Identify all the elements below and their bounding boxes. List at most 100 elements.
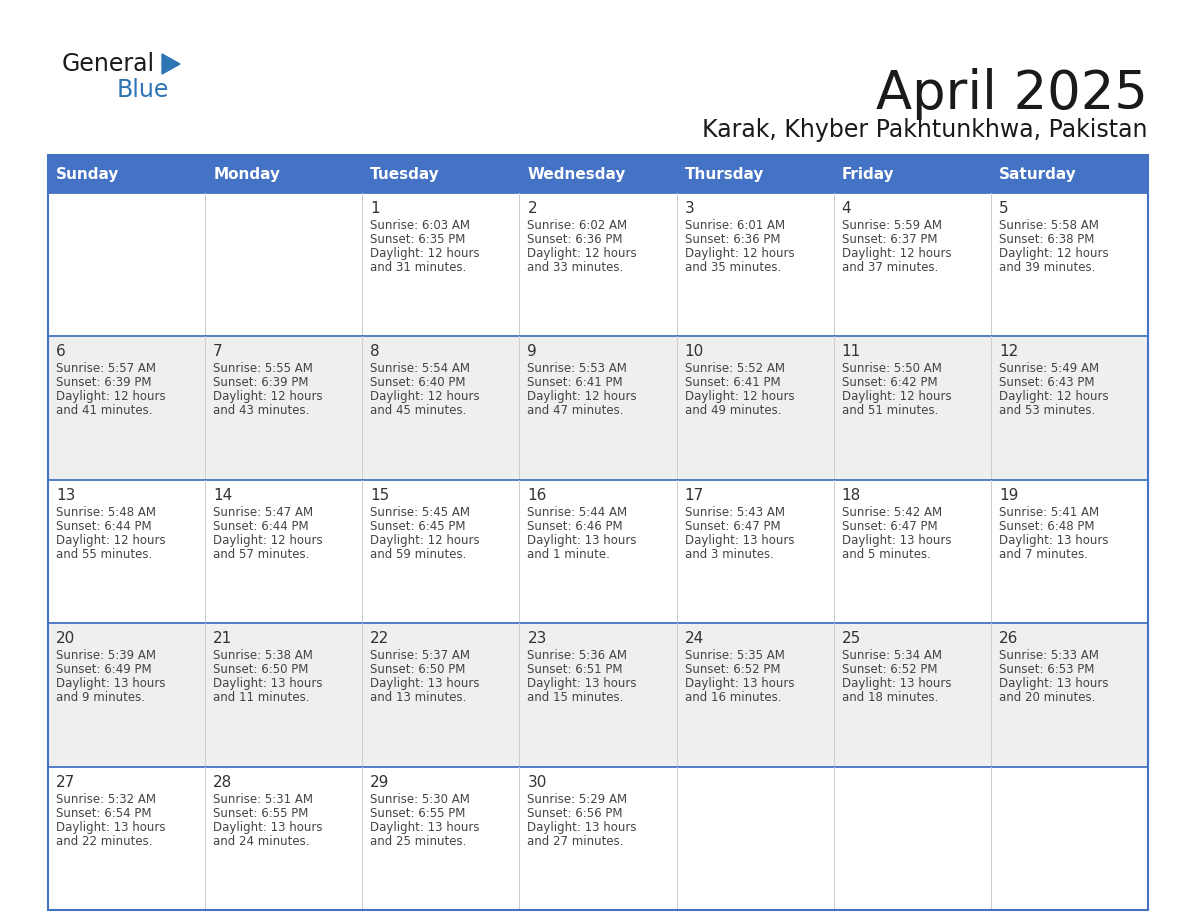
Text: Sunset: 6:52 PM: Sunset: 6:52 PM <box>684 663 781 677</box>
Text: Blue: Blue <box>116 78 170 102</box>
Text: 24: 24 <box>684 632 703 646</box>
Text: 17: 17 <box>684 487 703 503</box>
Text: Sunset: 6:37 PM: Sunset: 6:37 PM <box>842 233 937 246</box>
Text: Daylight: 12 hours: Daylight: 12 hours <box>371 390 480 403</box>
Text: Sunrise: 5:41 AM: Sunrise: 5:41 AM <box>999 506 1099 519</box>
Text: 19: 19 <box>999 487 1018 503</box>
Text: Tuesday: Tuesday <box>371 166 440 182</box>
Text: Sunrise: 6:02 AM: Sunrise: 6:02 AM <box>527 219 627 232</box>
Text: Sunset: 6:55 PM: Sunset: 6:55 PM <box>213 807 309 820</box>
Text: Daylight: 13 hours: Daylight: 13 hours <box>213 677 323 690</box>
Text: and 7 minutes.: and 7 minutes. <box>999 548 1088 561</box>
Text: 14: 14 <box>213 487 233 503</box>
Text: Sunset: 6:40 PM: Sunset: 6:40 PM <box>371 376 466 389</box>
Text: Sunset: 6:50 PM: Sunset: 6:50 PM <box>213 663 309 677</box>
Text: and 49 minutes.: and 49 minutes. <box>684 405 781 418</box>
Text: Sunset: 6:39 PM: Sunset: 6:39 PM <box>56 376 152 389</box>
Text: and 37 minutes.: and 37 minutes. <box>842 261 939 274</box>
Text: Sunrise: 5:39 AM: Sunrise: 5:39 AM <box>56 649 156 662</box>
Text: 27: 27 <box>56 775 75 789</box>
Text: Daylight: 12 hours: Daylight: 12 hours <box>56 533 165 547</box>
Text: Sunrise: 5:49 AM: Sunrise: 5:49 AM <box>999 363 1099 375</box>
Text: Sunrise: 5:59 AM: Sunrise: 5:59 AM <box>842 219 942 232</box>
Text: and 55 minutes.: and 55 minutes. <box>56 548 152 561</box>
Text: Sunset: 6:56 PM: Sunset: 6:56 PM <box>527 807 623 820</box>
Text: Sunset: 6:55 PM: Sunset: 6:55 PM <box>371 807 466 820</box>
Text: Sunset: 6:46 PM: Sunset: 6:46 PM <box>527 520 623 532</box>
Text: and 18 minutes.: and 18 minutes. <box>842 691 939 704</box>
Text: Daylight: 13 hours: Daylight: 13 hours <box>842 677 952 690</box>
Text: Sunset: 6:53 PM: Sunset: 6:53 PM <box>999 663 1094 677</box>
Text: Sunrise: 5:48 AM: Sunrise: 5:48 AM <box>56 506 156 519</box>
Text: Sunrise: 5:52 AM: Sunrise: 5:52 AM <box>684 363 784 375</box>
Text: Daylight: 13 hours: Daylight: 13 hours <box>213 821 323 834</box>
Text: Sunset: 6:54 PM: Sunset: 6:54 PM <box>56 807 152 820</box>
Text: and 31 minutes.: and 31 minutes. <box>371 261 467 274</box>
Text: General: General <box>62 52 156 76</box>
Text: Sunset: 6:47 PM: Sunset: 6:47 PM <box>842 520 937 532</box>
Text: Sunrise: 5:58 AM: Sunrise: 5:58 AM <box>999 219 1099 232</box>
Text: and 51 minutes.: and 51 minutes. <box>842 405 939 418</box>
Text: 4: 4 <box>842 201 852 216</box>
Text: Sunrise: 5:29 AM: Sunrise: 5:29 AM <box>527 792 627 806</box>
Text: Sunday: Sunday <box>56 166 119 182</box>
Text: Daylight: 13 hours: Daylight: 13 hours <box>842 533 952 547</box>
Text: Daylight: 12 hours: Daylight: 12 hours <box>999 390 1108 403</box>
Text: Sunset: 6:36 PM: Sunset: 6:36 PM <box>684 233 781 246</box>
Text: Sunrise: 5:50 AM: Sunrise: 5:50 AM <box>842 363 942 375</box>
Text: Monday: Monday <box>213 166 280 182</box>
Text: Sunrise: 5:54 AM: Sunrise: 5:54 AM <box>371 363 470 375</box>
Text: Sunset: 6:49 PM: Sunset: 6:49 PM <box>56 663 152 677</box>
Text: Sunrise: 5:55 AM: Sunrise: 5:55 AM <box>213 363 312 375</box>
Text: Daylight: 12 hours: Daylight: 12 hours <box>371 247 480 260</box>
Text: Daylight: 12 hours: Daylight: 12 hours <box>999 247 1108 260</box>
Text: Sunrise: 5:42 AM: Sunrise: 5:42 AM <box>842 506 942 519</box>
Text: Sunset: 6:35 PM: Sunset: 6:35 PM <box>371 233 466 246</box>
Text: and 5 minutes.: and 5 minutes. <box>842 548 930 561</box>
Text: and 22 minutes.: and 22 minutes. <box>56 834 152 847</box>
Text: Daylight: 12 hours: Daylight: 12 hours <box>213 533 323 547</box>
Text: Daylight: 12 hours: Daylight: 12 hours <box>527 247 637 260</box>
Text: 28: 28 <box>213 775 233 789</box>
Text: 6: 6 <box>56 344 65 360</box>
Text: and 57 minutes.: and 57 minutes. <box>213 548 310 561</box>
Text: Sunrise: 5:47 AM: Sunrise: 5:47 AM <box>213 506 314 519</box>
Text: Sunrise: 6:03 AM: Sunrise: 6:03 AM <box>371 219 470 232</box>
Bar <box>48 155 1148 193</box>
Text: Sunrise: 5:43 AM: Sunrise: 5:43 AM <box>684 506 784 519</box>
Text: and 59 minutes.: and 59 minutes. <box>371 548 467 561</box>
Text: 3: 3 <box>684 201 694 216</box>
Text: and 47 minutes.: and 47 minutes. <box>527 405 624 418</box>
Bar <box>48 480 1148 623</box>
Text: and 3 minutes.: and 3 minutes. <box>684 548 773 561</box>
Text: Daylight: 12 hours: Daylight: 12 hours <box>527 390 637 403</box>
Text: Sunset: 6:42 PM: Sunset: 6:42 PM <box>842 376 937 389</box>
Text: Daylight: 13 hours: Daylight: 13 hours <box>56 821 165 834</box>
Text: and 27 minutes.: and 27 minutes. <box>527 834 624 847</box>
Text: Daylight: 13 hours: Daylight: 13 hours <box>684 677 794 690</box>
Text: 30: 30 <box>527 775 546 789</box>
Text: Saturday: Saturday <box>999 166 1076 182</box>
Text: Thursday: Thursday <box>684 166 764 182</box>
Text: Daylight: 12 hours: Daylight: 12 hours <box>684 247 795 260</box>
Text: 13: 13 <box>56 487 75 503</box>
Polygon shape <box>162 54 181 74</box>
Text: and 39 minutes.: and 39 minutes. <box>999 261 1095 274</box>
Text: Daylight: 13 hours: Daylight: 13 hours <box>999 677 1108 690</box>
Text: Sunset: 6:43 PM: Sunset: 6:43 PM <box>999 376 1094 389</box>
Text: 21: 21 <box>213 632 233 646</box>
Bar <box>48 623 1148 767</box>
Text: Daylight: 13 hours: Daylight: 13 hours <box>527 533 637 547</box>
Bar <box>48 336 1148 480</box>
Text: Friday: Friday <box>842 166 895 182</box>
Text: 1: 1 <box>371 201 380 216</box>
Text: Sunset: 6:52 PM: Sunset: 6:52 PM <box>842 663 937 677</box>
Text: Sunrise: 5:36 AM: Sunrise: 5:36 AM <box>527 649 627 662</box>
Text: Sunset: 6:44 PM: Sunset: 6:44 PM <box>213 520 309 532</box>
Text: 22: 22 <box>371 632 390 646</box>
Text: Sunset: 6:44 PM: Sunset: 6:44 PM <box>56 520 152 532</box>
Text: 26: 26 <box>999 632 1018 646</box>
Text: Sunrise: 5:34 AM: Sunrise: 5:34 AM <box>842 649 942 662</box>
Text: and 53 minutes.: and 53 minutes. <box>999 405 1095 418</box>
Text: Daylight: 13 hours: Daylight: 13 hours <box>56 677 165 690</box>
